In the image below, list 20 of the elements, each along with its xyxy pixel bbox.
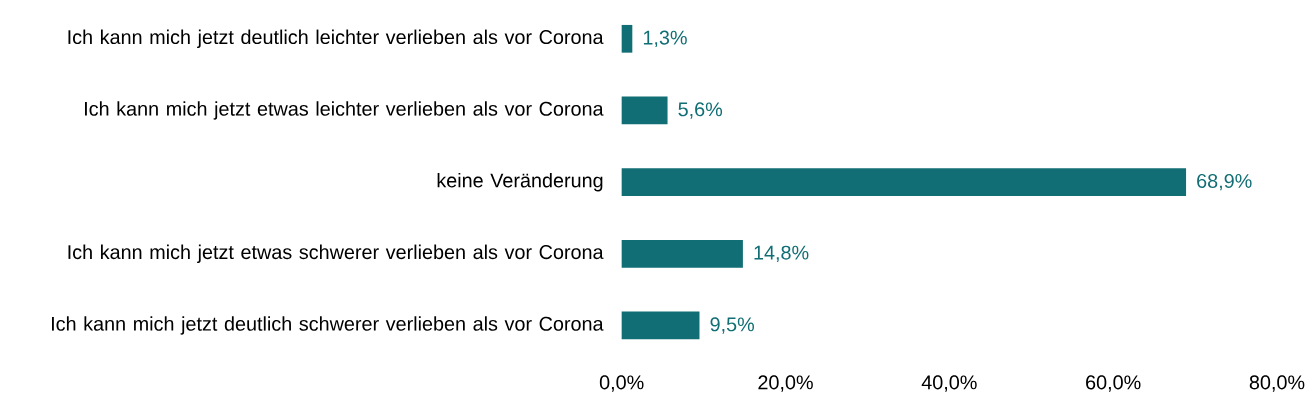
y-tick-label: Ich kann mich jetzt deutlich schwerer verlieben als vor Corona — [52, 316, 604, 335]
y-tick-label: Ich kann mich jetzt etwas schwerer verlieben als vor Corona — [68, 244, 604, 264]
x-tick-label: 80,0% — [1249, 375, 1305, 392]
bar — [621, 96, 668, 125]
x-tick-label: 60,0% — [1086, 375, 1141, 392]
y-tick-label: Ich kann mich jetzt deutlich leichter verlieben als vor Corona — [68, 29, 604, 49]
x-tick-label: 20,0% — [758, 375, 813, 392]
data-label: 14,8% — [754, 245, 809, 263]
y-tick-label: Ich kann mich jetzt etwas leichter verlieben als vor Corona — [85, 101, 604, 120]
bar — [621, 168, 1187, 197]
data-label: 1,3% — [643, 30, 687, 48]
data-label: 5,6% — [678, 102, 723, 119]
bar — [621, 25, 633, 53]
y-tick-label: keine Veränderung — [437, 172, 603, 192]
data-label: 68,9% — [1197, 174, 1252, 191]
x-tick-label: 0,0% — [599, 375, 644, 392]
x-tick-label: 40,0% — [921, 375, 977, 392]
data-label: 9,5% — [710, 317, 755, 334]
bar — [621, 240, 743, 268]
bar — [621, 311, 700, 340]
